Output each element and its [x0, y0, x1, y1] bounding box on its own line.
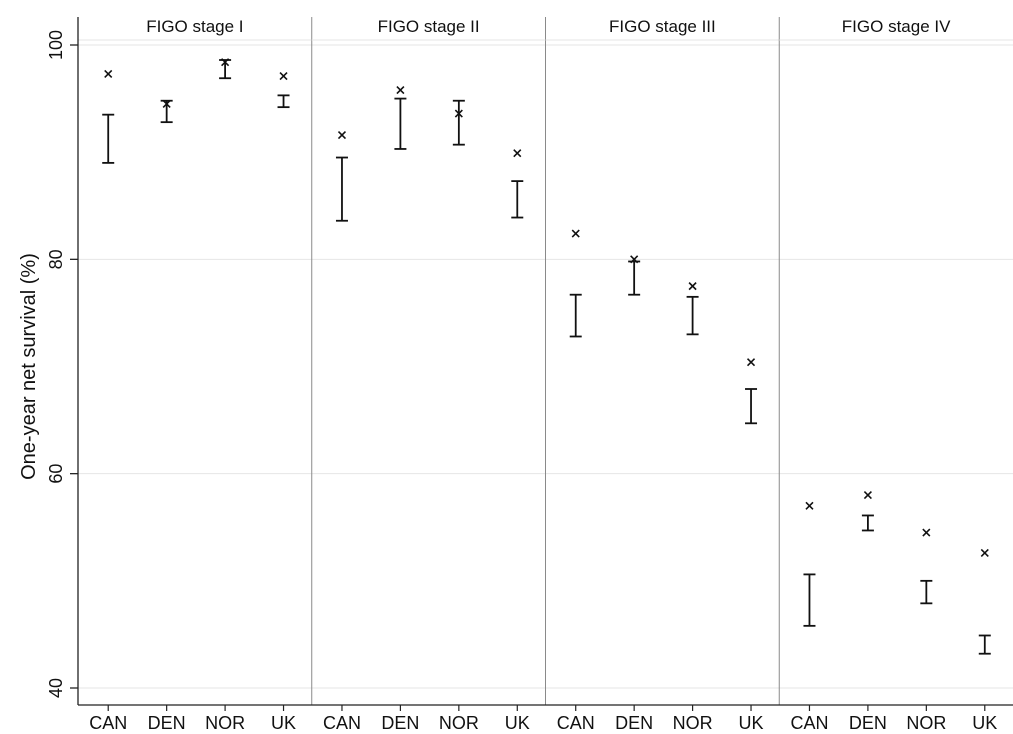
estimate-marker-den: [863, 491, 872, 500]
y-tick-label-40: 40: [46, 678, 66, 698]
panel-title: FIGO stage IV: [842, 17, 951, 36]
estimate-marker-uk: [746, 358, 756, 367]
error-bar-can: [569, 293, 582, 338]
panel-title: FIGO stage I: [146, 17, 243, 36]
x-tick-label-uk: UK: [739, 713, 764, 733]
error-bar-den: [394, 97, 407, 150]
y-tick-label-60: 60: [46, 464, 66, 484]
x-tick-label-can: CAN: [323, 713, 361, 733]
error-bar-nor: [920, 579, 933, 605]
error-bar-uk: [511, 180, 524, 219]
error-bar-can: [102, 113, 115, 164]
x-tick-label-den: DEN: [148, 713, 186, 733]
x-tick-label-den: DEN: [381, 713, 419, 733]
error-bar-nor: [686, 295, 699, 336]
estimate-marker-can: [571, 229, 580, 238]
x-tick-label-uk: UK: [271, 713, 296, 733]
y-axis-label: One-year net survival (%): [18, 253, 40, 480]
panel-title: FIGO stage III: [609, 17, 716, 36]
y-tick-label-80: 80: [46, 249, 66, 269]
estimate-marker-can: [805, 501, 814, 510]
panel-2: FIGO stage II: [311, 17, 546, 705]
estimate-marker-den: [630, 255, 639, 264]
panel-1: FIGO stage I: [78, 17, 312, 164]
estimate-marker-nor: [221, 58, 230, 67]
estimate-marker-nor: [454, 109, 463, 118]
x-tick-label-nor: NOR: [673, 713, 713, 733]
estimate-marker-can: [337, 130, 347, 140]
error-bar-uk: [978, 634, 991, 655]
estimate-marker-den: [162, 99, 171, 109]
error-bar-can: [335, 156, 348, 222]
estimate-marker-can: [104, 69, 113, 79]
x-tick-label-nor: NOR: [439, 713, 479, 733]
x-tick-label-den: DEN: [615, 713, 653, 733]
estimate-marker-den: [396, 85, 405, 95]
y-tick-label-100: 100: [46, 30, 66, 60]
x-tick-label-can: CAN: [557, 713, 595, 733]
x-tick-label-nor: NOR: [205, 713, 245, 733]
panel-title: FIGO stage II: [378, 17, 480, 36]
panel-3: FIGO stage III: [545, 17, 780, 705]
x-tick-label-can: CAN: [790, 713, 828, 733]
estimate-marker-nor: [922, 528, 931, 537]
estimate-marker-nor: [688, 282, 697, 291]
estimate-marker-uk: [279, 72, 288, 81]
panel-4: FIGO stage IV: [778, 17, 1013, 705]
x-tick-label-nor: NOR: [906, 713, 946, 733]
x-tick-label-den: DEN: [849, 713, 887, 733]
error-bar-nor: [452, 99, 465, 146]
y-axis: 40 60 80 100: [46, 17, 79, 705]
error-bar-uk: [745, 388, 758, 425]
x-tick-label-uk: UK: [505, 713, 530, 733]
error-bar-can: [803, 573, 816, 627]
chart-panels: FIGO stage I FIGO stage II FIGO stage III F…: [78, 17, 1013, 705]
error-bar-uk: [277, 94, 290, 109]
x-axis: CAN DEN NOR UK CAN DEN NOR UK CAN DEN NOR UK CAN DEN N…: [78, 704, 1013, 733]
x-tick-label-uk: UK: [972, 713, 997, 733]
estimate-marker-uk: [513, 149, 522, 158]
error-bar-den: [628, 260, 641, 296]
estimate-marker-uk: [980, 548, 989, 558]
x-tick-label-can: CAN: [89, 713, 127, 733]
error-bar-den: [861, 514, 874, 532]
